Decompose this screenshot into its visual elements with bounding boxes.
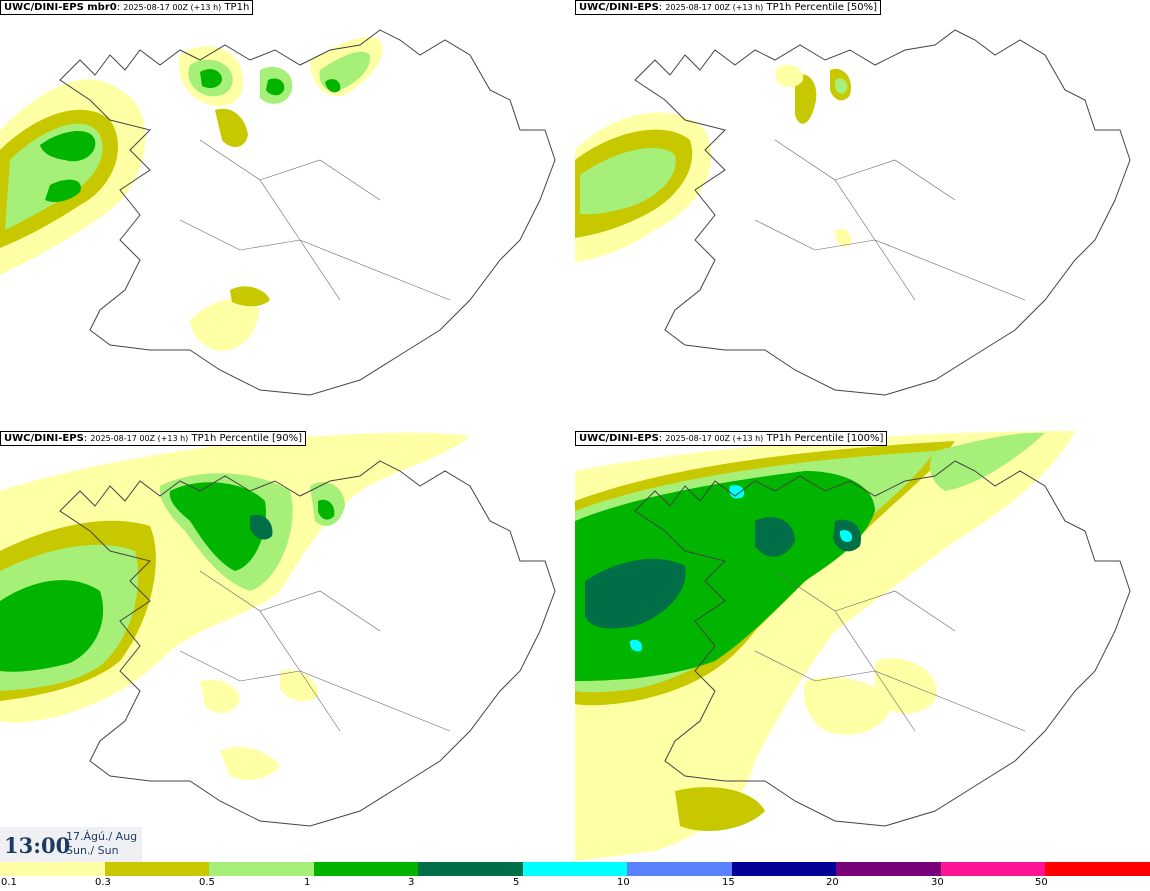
colorbar-segment: [522, 862, 628, 876]
colorbar-segment: [836, 862, 941, 876]
colorbar-tick-label: 0.3: [95, 877, 111, 888]
colorbar-tick-label: 20: [826, 877, 839, 888]
colorbar-tick-label: 30: [931, 877, 944, 888]
panel-title: UWC/DINI-EPS: 2025-08-17 00Z (+13 h) TP1…: [0, 431, 307, 446]
panel-title: UWC/DINI-EPS mbr0: 2025-08-17 00Z (+13 h…: [0, 0, 254, 15]
valid-date: 17.Ágú./ Aug Sun./ Sun: [66, 830, 138, 857]
colorbar-tick-label: 3: [408, 877, 415, 888]
map-panel-p90: UWC/DINI-EPS: 2025-08-17 00Z (+13 h) TP1…: [0, 431, 575, 861]
colorbar-tick-label: 15: [722, 877, 735, 888]
valid-hour: 13:00: [4, 833, 71, 858]
colorbar-segment: [940, 862, 1046, 876]
colorbar-tick-label: 0.1: [1, 877, 17, 888]
map-panel-mbr0: UWC/DINI-EPS mbr0: 2025-08-17 00Z (+13 h…: [0, 0, 575, 430]
colorbar-segment: [418, 862, 523, 876]
colorbar-ticks: 0.1 0.3 0.5 1 3 5 10 15 20 30 50: [0, 877, 1150, 891]
colorbar-tick-label: 50: [1035, 877, 1048, 888]
colorbar-tick-label: 0.5: [199, 877, 215, 888]
map-panel-p100: UWC/DINI-EPS: 2025-08-17 00Z (+13 h) TP1…: [575, 431, 1150, 861]
colorbar-tick-label: 1: [304, 877, 311, 888]
precip-map: [575, 29, 1131, 396]
valid-time-box: 13:00 17.Ágú./ Aug Sun./ Sun: [0, 827, 142, 862]
coastline: [59, 460, 556, 827]
precip-field: [0, 432, 470, 780]
map-panel-p50: UWC/DINI-EPS: 2025-08-17 00Z (+13 h) TP1…: [575, 0, 1150, 430]
colorbar-segment: [731, 862, 837, 876]
precip-field: [575, 64, 852, 262]
panel-title: UWC/DINI-EPS: 2025-08-17 00Z (+13 h) TP1…: [575, 431, 888, 446]
panel-title: UWC/DINI-EPS: 2025-08-17 00Z (+13 h) TP1…: [575, 0, 882, 15]
coastline: [634, 29, 1131, 396]
precip-field: [575, 431, 1075, 861]
colorbar-tick-label: 10: [617, 877, 630, 888]
colorbar-segment: [104, 862, 210, 876]
colorbar-segment: [1045, 862, 1150, 876]
precip-field: [0, 37, 383, 351]
precip-map: [575, 431, 1131, 861]
precip-colorbar: [0, 862, 1150, 876]
precip-map: [0, 29, 556, 396]
precip-map: [0, 432, 556, 827]
colorbar-tick-label: 5: [513, 877, 520, 888]
colorbar-segment: [0, 862, 105, 876]
colorbar-segment: [313, 862, 419, 876]
colorbar-segment: [209, 862, 314, 876]
coastline: [634, 460, 1131, 827]
coastline: [59, 29, 556, 396]
colorbar-segment: [627, 862, 732, 876]
